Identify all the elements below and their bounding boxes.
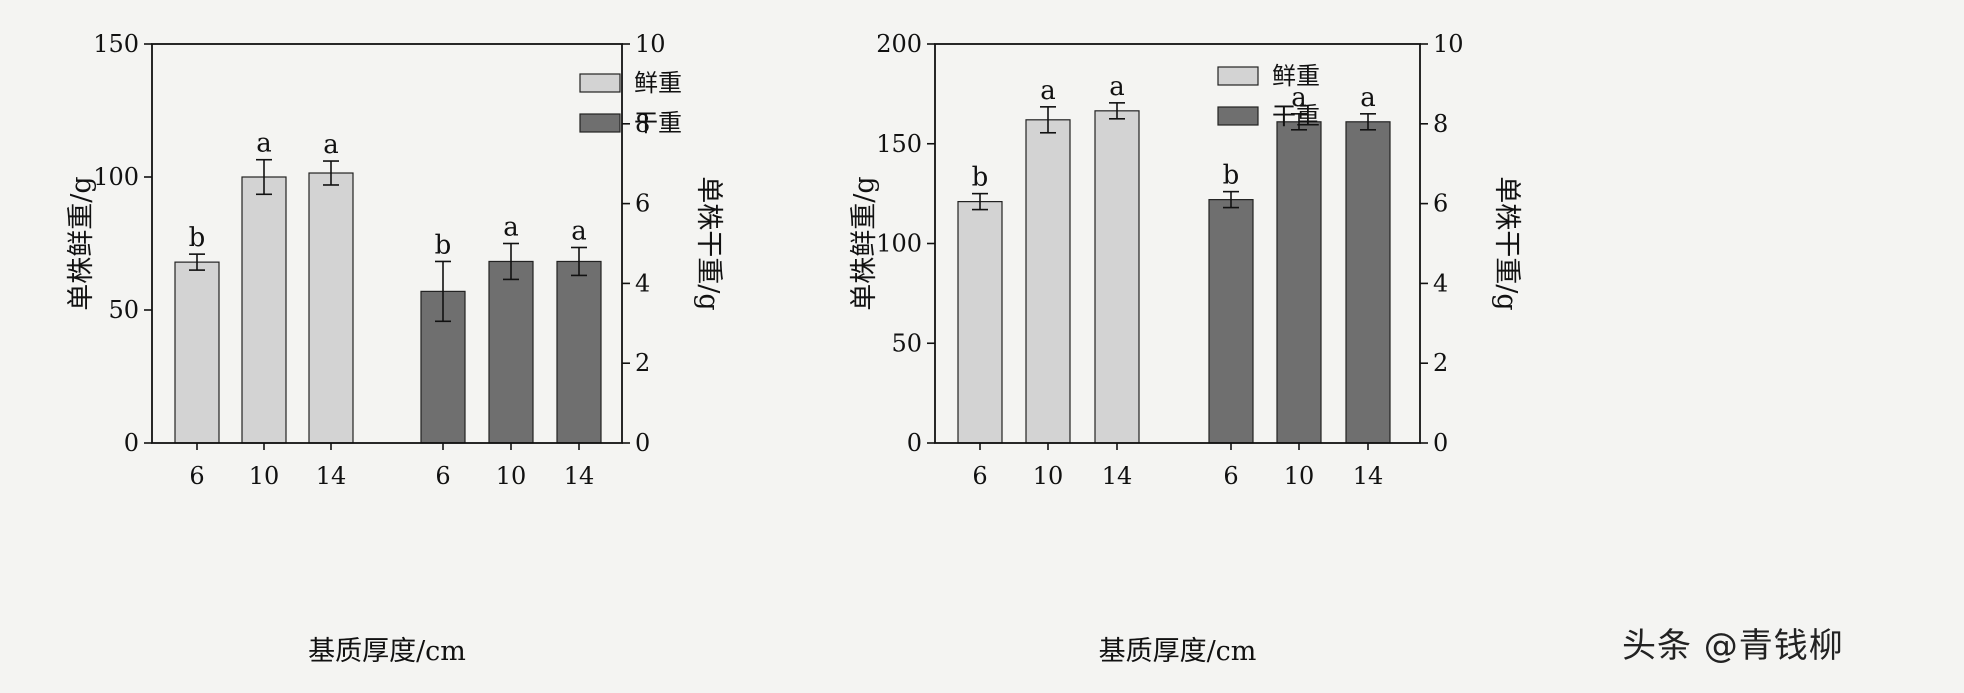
plot-frame	[151, 43, 623, 444]
y-right-tick-label: 8	[635, 110, 650, 138]
x-tick-label: 6	[1223, 462, 1238, 490]
significance-label: b	[1223, 161, 1240, 191]
bar	[556, 260, 602, 444]
legend-swatch	[1217, 66, 1259, 86]
significance-label: a	[1291, 83, 1307, 113]
x-tick-label: 10	[1033, 462, 1064, 490]
y-left-tick-label: 0	[124, 429, 139, 457]
significance-label: b	[189, 223, 206, 253]
y-left-tick-label: 100	[93, 163, 139, 191]
bar	[957, 201, 1003, 444]
y-right-tick-label: 6	[635, 190, 650, 218]
x-tick-label: 14	[564, 462, 595, 490]
y-right-tick-label: 8	[1433, 110, 1448, 138]
bar	[1276, 121, 1322, 444]
significance-label: a	[1360, 83, 1376, 113]
significance-label: a	[1109, 72, 1125, 102]
significance-label: a	[323, 130, 339, 160]
bar	[1025, 119, 1071, 444]
x-axis-title: 基质厚度/cm	[308, 636, 466, 667]
legend-label: 鲜重	[634, 69, 682, 97]
x-tick-label: 10	[496, 462, 527, 490]
x-tick-label: 6	[972, 462, 987, 490]
significance-label: a	[571, 216, 587, 246]
bar	[308, 172, 354, 444]
x-tick-label: 6	[189, 462, 204, 490]
x-tick-label: 10	[249, 462, 280, 490]
y-right-tick-label: 0	[635, 429, 650, 457]
y-left-axis-title: 单株鲜重/g	[66, 176, 97, 310]
y-right-tick-label: 2	[1433, 349, 1448, 377]
bar	[1208, 199, 1254, 444]
bar	[1094, 110, 1140, 444]
y-right-tick-label: 10	[635, 30, 666, 58]
y-right-tick-label: 0	[1433, 429, 1448, 457]
significance-label: a	[1040, 76, 1056, 106]
x-tick-label: 14	[316, 462, 347, 490]
legend-label: 鲜重	[1272, 62, 1320, 90]
y-right-axis-title: 单株干重/g	[1491, 176, 1522, 310]
bar	[174, 261, 220, 444]
y-left-tick-label: 200	[876, 30, 922, 58]
x-tick-label: 10	[1284, 462, 1315, 490]
bar	[488, 260, 534, 444]
watermark-text: 头条 @青钱柳	[1622, 626, 1844, 666]
x-tick-label: 6	[435, 462, 450, 490]
bar	[1345, 121, 1391, 444]
legend-swatch	[579, 73, 621, 93]
legend-label: 干重	[634, 109, 682, 137]
y-right-tick-label: 2	[635, 349, 650, 377]
y-left-tick-label: 50	[108, 296, 139, 324]
y-left-tick-label: 150	[876, 130, 922, 158]
legend-label: 干重	[1272, 102, 1320, 130]
x-axis-title: 基质厚度/cm	[1099, 636, 1257, 667]
y-right-tick-label: 6	[1433, 190, 1448, 218]
y-right-tick-label: 10	[1433, 30, 1464, 58]
y-left-tick-label: 150	[93, 30, 139, 58]
significance-label: b	[972, 163, 989, 193]
y-right-axis-title: 单株干重/g	[693, 176, 724, 310]
y-left-tick-label: 50	[891, 329, 922, 357]
y-left-axis-title: 单株鲜重/g	[849, 176, 880, 310]
significance-label: b	[435, 230, 452, 260]
y-left-tick-label: 0	[907, 429, 922, 457]
y-right-tick-label: 4	[1433, 269, 1448, 297]
significance-label: a	[256, 129, 272, 159]
bar	[241, 176, 287, 444]
x-tick-label: 14	[1102, 462, 1133, 490]
legend-swatch	[579, 113, 621, 133]
y-right-tick-label: 4	[635, 269, 650, 297]
chart-right: b 6 a 10 a 14 b 6 a 10 a 14 0 50 100 150 200 0 2 4 6 8 10 单株鲜重/…	[849, 30, 1522, 667]
significance-label: a	[503, 213, 519, 243]
y-left-tick-label: 100	[876, 230, 922, 258]
x-tick-label: 14	[1353, 462, 1384, 490]
chart-left: b 6 a 10 a 14 b 6 a 10 a 14 0 50 100 150 0 2 4 6 8 10 单株鲜重/g 单株…	[66, 30, 724, 667]
legend-swatch	[1217, 106, 1259, 126]
